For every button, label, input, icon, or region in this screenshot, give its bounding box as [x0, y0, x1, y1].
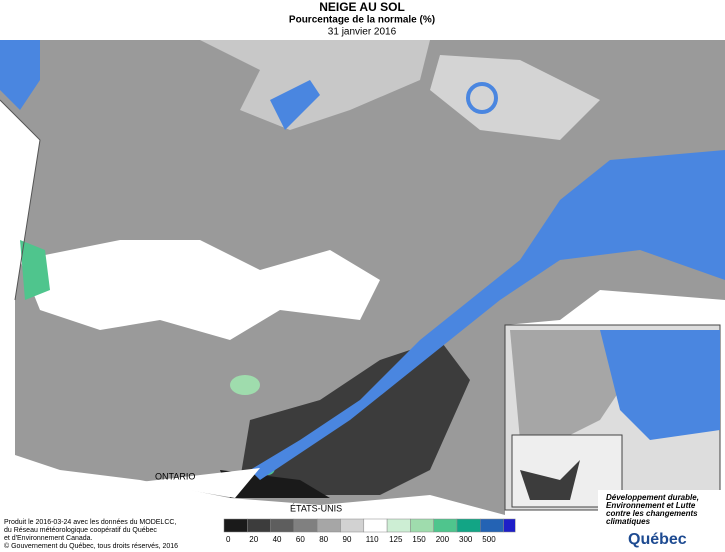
legend-label: 80 [319, 535, 328, 544]
legend-swatch [270, 518, 295, 533]
inset-water [600, 330, 720, 440]
legend-label: 150 [412, 535, 426, 544]
inset-dark [520, 460, 580, 500]
legend-label: 110 [366, 535, 379, 544]
logo-name: Québec [628, 531, 687, 548]
st-lawrence [250, 150, 725, 480]
ministry-line: contre les changements [606, 509, 698, 518]
credit-line: du Réseau météorologique coopératif du Q… [4, 527, 157, 534]
land-white [20, 240, 380, 340]
map [0, 40, 725, 515]
credits: Produit le 2016-03-24 avec les données d… [4, 519, 176, 542]
legend-label: 60 [296, 535, 305, 544]
credit-line: Produit le 2016-03-24 avec les données d… [4, 519, 176, 526]
legend-label: 40 [273, 535, 282, 544]
water [0, 40, 40, 110]
legend: 0 20 40 60 80 90 110 125 150 200 300 500 [223, 518, 516, 544]
legend-label: 125 [389, 535, 403, 544]
legend-label: 0 [226, 535, 231, 544]
ministry: Développement durable,Environnement et L… [606, 493, 699, 526]
title: NEIGE AU SOL [319, 0, 405, 14]
legend-swatch [386, 518, 411, 533]
legend-label: 20 [249, 535, 258, 544]
ministry-line: climatiques [606, 517, 651, 526]
lake [466, 82, 498, 114]
land-green [230, 375, 260, 395]
ontario-area [140, 468, 260, 498]
land-dark [240, 340, 470, 495]
legend-swatch [247, 518, 271, 533]
legend-swatch [503, 518, 516, 533]
subtitle: Pourcentage de la normale (%) [289, 15, 435, 26]
legend-swatch [456, 518, 481, 533]
legend-label: 200 [436, 535, 450, 544]
date: 31 janvier 2016 [328, 27, 397, 38]
copyright: © Gouvernement du Québec, tous droits ré… [4, 542, 178, 550]
place-label: ONTARIO [155, 471, 195, 481]
land-light [60, 40, 430, 130]
legend-swatch [223, 518, 248, 533]
legend-swatch [363, 518, 388, 533]
legend-swatch [433, 518, 458, 533]
lake [270, 80, 320, 130]
legend-swatch [293, 518, 318, 533]
credit-line: et d'Environnement Canada. [4, 535, 93, 542]
legend-label: 300 [459, 535, 473, 544]
legend-label: 500 [482, 535, 496, 544]
logo-box [598, 490, 725, 552]
border [0, 99, 41, 301]
legend-swatch [410, 518, 434, 533]
land-light [430, 55, 600, 140]
ministry-line: Développement durable, [606, 493, 699, 502]
legend-label: 90 [343, 535, 352, 544]
legend-swatch [340, 518, 365, 533]
ministry-line: Environnement et Lutte [606, 501, 696, 510]
legend-swatch [316, 518, 341, 533]
legend-swatch [480, 518, 504, 533]
place-label: ÉTATS-UNIS [290, 503, 342, 513]
land-green [20, 240, 50, 300]
